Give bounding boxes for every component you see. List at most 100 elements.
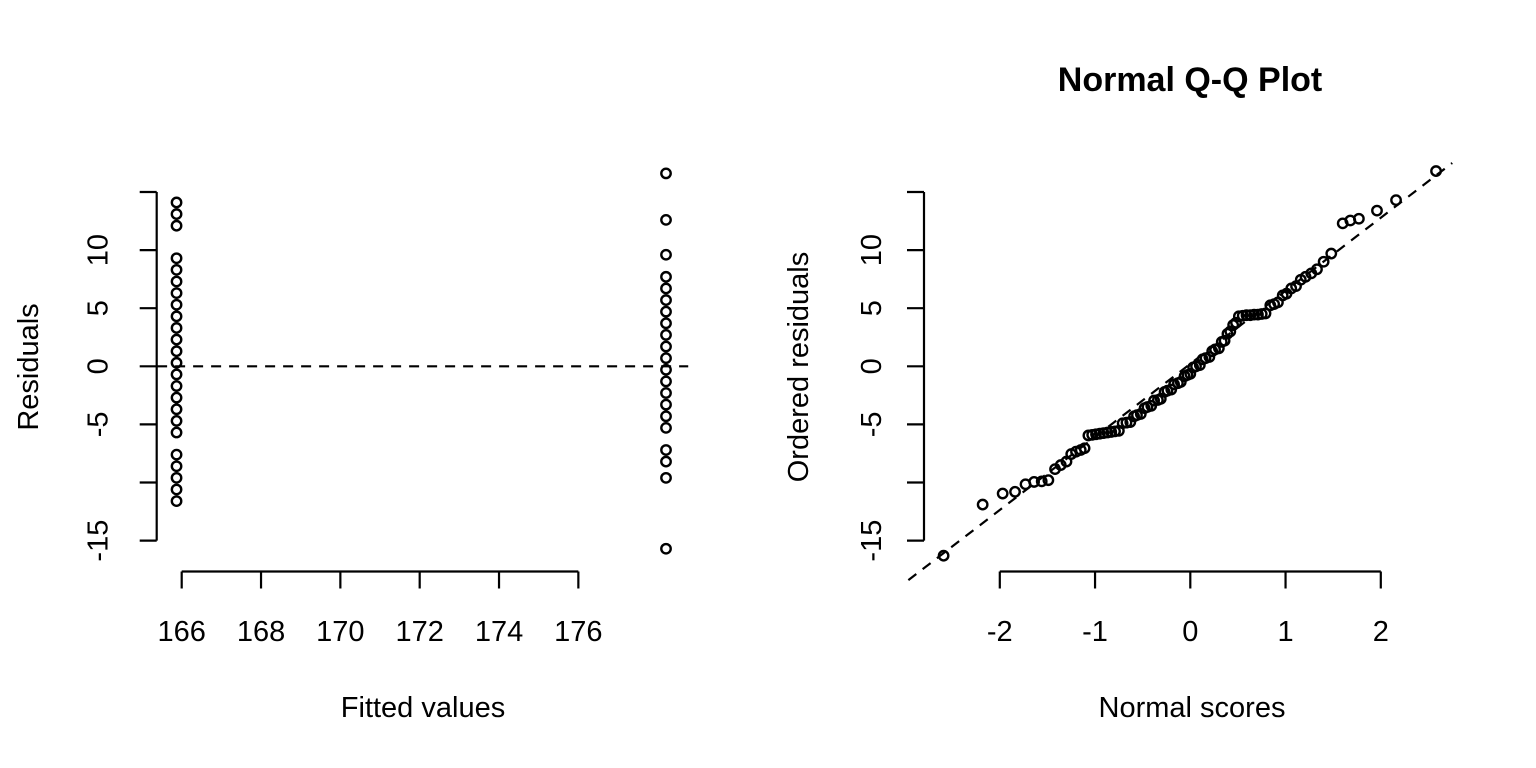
data-point-circle [170,495,183,507]
data-point-circle [660,363,672,376]
y-tick-label: 10 [83,234,115,266]
data-point-circle [660,294,672,306]
y-tick-label: 0 [856,358,888,374]
data-point-circle [170,426,183,439]
data-point-circle [170,483,183,496]
data-point-circle [660,542,672,555]
data-point-circle [170,263,183,276]
y-tick-label: 10 [856,234,888,266]
y-tick-label: -5 [856,412,888,438]
data-point-circle [660,387,672,399]
data-point-circle [170,380,183,392]
data-point-circle [1230,316,1242,329]
normal-qq-plot: -2 -1 0 1 2 -15 -5 0 5 10 [856,162,1453,648]
x-tick-label: -2 [987,616,1013,648]
residuals-vs-fitted-plot: 166 168 170 172 174 176 -15 -5 0 5 10 [83,167,689,648]
data-point-circle [660,375,672,388]
data-point-circle [660,340,672,353]
data-point-circle [170,219,183,232]
left-yaxis-label: Residuals [13,303,45,430]
x-tick-label: 170 [316,616,364,648]
data-point-circle [170,275,183,288]
data-point-circle [1042,474,1055,487]
x-tick-label: 2 [1373,616,1389,648]
data-point-circle [660,455,672,468]
data-point-circle [170,345,183,358]
data-point-circle [660,282,672,295]
x-tick-label: 166 [158,616,206,648]
data-point-circle [170,252,183,265]
data-point-circle [660,398,672,411]
data-point-circle [1352,212,1365,225]
right-yaxis-label: Ordered residuals [783,252,815,483]
data-point-circle [170,391,183,404]
data-point-circle [1203,351,1216,363]
qq-reference-line [907,162,1453,581]
data-point-circle [660,410,672,423]
data-point-circle [170,448,183,461]
y-tick-label: 5 [856,300,888,316]
data-point-circle [1390,194,1402,207]
x-tick-label: 172 [395,616,443,648]
data-point-circle [660,471,672,484]
data-point-circle [660,167,672,180]
data-point-circle [170,310,183,323]
data-point-circle [660,421,672,434]
x-tick-label: 1 [1277,616,1293,648]
data-point-circle [660,352,672,365]
data-point-circle [1311,263,1323,276]
data-point-circle [660,317,672,330]
data-point-circle [660,444,672,456]
data-point-circle [937,549,950,562]
data-point-circle [170,208,183,220]
data-point-circle [996,487,1009,500]
data-point-circle [1240,309,1253,322]
data-point-circle [170,471,183,484]
data-point-circle [660,329,672,341]
data-point-circle [1193,359,1206,372]
y-tick-label: -15 [83,520,115,562]
data-point-circle [660,213,672,226]
data-point-circle [170,333,183,346]
data-point-circle [170,196,183,209]
y-tick-label: -5 [83,412,115,438]
left-xaxis-label: Fitted values [341,692,505,724]
data-point-circle [1325,247,1338,260]
qq-plot-title: Normal Q-Q Plot [1058,61,1322,99]
data-point-circle [1218,334,1231,347]
data-point-circle [1184,367,1197,380]
data-point-circle [1248,308,1261,321]
data-point-circle [170,356,183,369]
data-point-circle [1212,342,1225,355]
x-tick-label: -1 [1082,616,1108,648]
x-tick-label: 168 [237,616,285,648]
data-point-circle [1009,485,1021,498]
data-point-circle [660,270,672,283]
data-point-circle [1224,325,1237,338]
data-point-circle [1028,476,1040,488]
data-point-circle [1371,204,1383,217]
data-point-circle [170,298,183,311]
data-point-circle [660,248,672,261]
right-xaxis-label: Normal scores [1099,692,1286,724]
x-tick-label: 0 [1182,616,1198,648]
data-point-circle [1035,475,1048,488]
data-point-circle [170,322,183,334]
data-point-circle [976,498,989,511]
y-tick-label: 5 [83,300,115,316]
data-point-circle [170,403,183,416]
data-point-circle [660,305,672,318]
y-tick-label: -15 [856,520,888,562]
x-tick-label: 176 [554,616,602,648]
y-tick-label: 0 [83,358,115,374]
data-point-circle [170,368,183,381]
x-tick-label: 174 [475,616,523,648]
data-point-circle [1317,255,1330,268]
data-point-circle [170,415,183,427]
data-point-circle [170,287,183,299]
data-point-circle [1078,442,1091,455]
data-point-circle [1430,165,1442,177]
data-point-circle [170,460,183,473]
